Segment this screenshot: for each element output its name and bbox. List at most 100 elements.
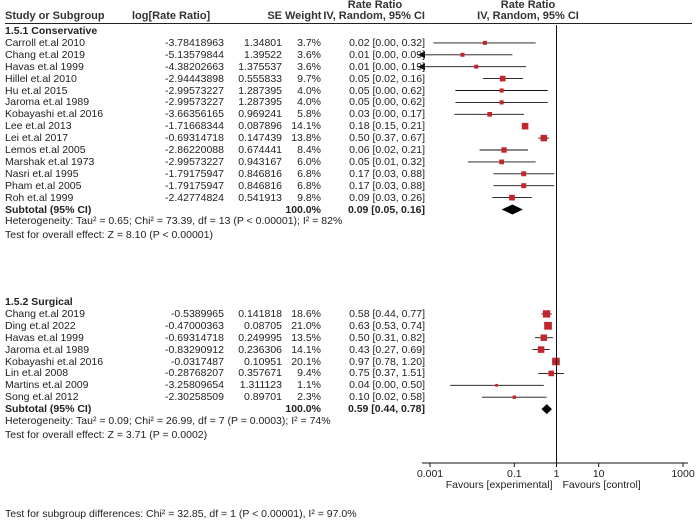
study-se: 0.555833 — [238, 72, 282, 85]
study-ci-text: 0.03 [0.00, 0.17] — [349, 108, 425, 121]
study-name: Hu et.al 2015 — [5, 84, 68, 97]
favours-right-label: Favours [control] — [563, 479, 641, 491]
col-logrr: log[Rate Ratio] — [132, 10, 211, 22]
plot-method: IV, Random, 95% CI — [477, 10, 579, 22]
study-se: 0.087896 — [238, 120, 282, 133]
study-weight: 6.8% — [297, 167, 321, 180]
study-se: 0.357671 — [238, 367, 282, 380]
col-se: SE — [267, 10, 282, 22]
study-se: 0.08705 — [244, 319, 282, 332]
study-se: 0.846816 — [238, 179, 282, 192]
study-name: Kobayashi et.al 2016 — [5, 355, 104, 368]
study-logrr: -1.71668344 — [165, 120, 224, 133]
group-title: 1.5.2 Surgical — [5, 296, 73, 308]
study-name: Lei et.al 2017 — [5, 132, 69, 145]
study-logrr: -3.25809654 — [165, 379, 224, 392]
study-0-9-point — [501, 147, 507, 153]
study-1-3-point — [537, 346, 545, 353]
study-0-13-point — [509, 194, 515, 201]
study-ci-text: 0.75 [0.37, 1.51] — [349, 367, 425, 380]
study-logrr: -0.28768207 — [165, 367, 224, 380]
subgroup-test-text: Test for subgroup differences: Chi² = 32… — [5, 508, 357, 520]
study-weight: 13.5% — [291, 331, 321, 344]
subtotal-weight: 100.0% — [285, 403, 321, 416]
col-rr-title: Rate Ratio — [347, 0, 403, 11]
study-logrr: -2.99573227 — [165, 96, 224, 109]
study-logrr: -2.42774824 — [165, 191, 224, 204]
study-weight: 5.8% — [297, 108, 321, 121]
study-name: Havas et.al 1999 — [5, 60, 84, 73]
study-1-1-point — [544, 321, 552, 330]
study-ci-text: 0.05 [0.02, 0.16] — [349, 72, 425, 85]
study-se: 0.674441 — [238, 144, 282, 156]
study-ci-text: 0.50 [0.37, 0.67] — [349, 132, 425, 145]
study-0-12-point — [521, 183, 527, 189]
study-logrr: -0.47000363 — [165, 319, 224, 332]
subtotal-ci-text: 0.09 [0.05, 0.16] — [347, 203, 425, 216]
study-ci-text: 0.02 [0.00, 0.32] — [349, 36, 425, 49]
x-tick-label: 10 — [593, 468, 605, 480]
study-weight: 1.1% — [297, 379, 321, 392]
study-ci-text: 0.58 [0.44, 0.77] — [349, 307, 425, 320]
study-logrr: -2.86220088 — [165, 144, 224, 156]
study-se: 0.541913 — [238, 191, 282, 204]
heterogeneity-text: Heterogeneity: Tau² = 0.09; Chi² = 26.99… — [5, 415, 331, 427]
study-ci-text: 0.06 [0.02, 0.21] — [349, 144, 425, 156]
study-se: 1.311123 — [239, 379, 282, 392]
study-se: 0.236306 — [238, 343, 282, 356]
study-se: 0.943167 — [238, 155, 282, 168]
header-rule — [5, 23, 692, 24]
study-weight: 3.6% — [297, 60, 321, 73]
study-weight: 3.6% — [297, 48, 321, 61]
study-0-8-point — [540, 134, 548, 142]
study-weight: 6.0% — [297, 155, 321, 168]
study-se: 0.141818 — [238, 307, 282, 320]
study-1-4-point — [552, 357, 560, 366]
study-0-6-point — [487, 111, 493, 117]
study-ci-text: 0.04 [0.00, 0.50] — [349, 379, 425, 392]
study-name: Lemos et.al 2005 — [5, 144, 86, 156]
overall-effect-text: Test for overall effect: Z = 8.10 (P < 0… — [5, 229, 213, 242]
study-name: Hillel et.al 2010 — [5, 72, 77, 85]
study-0-5-point — [499, 100, 504, 105]
study-logrr: -1.79175947 — [165, 167, 224, 180]
study-1-5-point — [548, 370, 555, 377]
study-weight: 9.7% — [297, 72, 321, 85]
study-ci-text: 0.97 [0.78, 1.20] — [349, 355, 425, 368]
study-0-1-point — [460, 52, 465, 57]
study-name: Nasri et.al 1995 — [5, 167, 79, 180]
study-logrr: -0.0317487 — [170, 355, 224, 368]
study-logrr: -1.79175947 — [165, 179, 224, 192]
study-ci-text: 0.17 [0.03, 0.88] — [349, 167, 425, 180]
study-0-2-point — [474, 64, 479, 69]
study-se: 1.39522 — [244, 48, 282, 61]
study-0-11-point — [521, 171, 527, 177]
study-weight: 13.8% — [291, 132, 321, 145]
study-weight: 18.6% — [291, 307, 321, 320]
study-ci-text: 0.01 [0.00, 0.19] — [349, 60, 425, 73]
x-tick-label: 1 — [554, 468, 560, 480]
study-0-3-point — [499, 75, 506, 82]
study-logrr: -3.66356165 — [165, 108, 224, 121]
study-weight: 6.8% — [297, 179, 321, 192]
subtotal-ci-text: 0.59 [0.44, 0.78] — [347, 403, 425, 416]
study-se: 0.10951 — [244, 355, 282, 368]
subtotal-diamond-0 — [501, 204, 523, 215]
study-weight: 14.1% — [291, 343, 321, 356]
study-weight: 3.7% — [297, 36, 321, 49]
study-weight: 9.4% — [297, 367, 321, 380]
study-ci-text: 0.17 [0.03, 0.88] — [349, 179, 425, 192]
heterogeneity-text: Heterogeneity: Tau² = 0.65; Chi² = 73.39… — [5, 215, 343, 228]
col-rr-method: IV, Random, 95% CI — [323, 10, 425, 22]
study-se: 1.287395 — [238, 84, 282, 97]
study-logrr: -0.69314718 — [165, 132, 224, 145]
study-se: 1.287395 — [238, 96, 282, 109]
plot-title: Rate Ratio — [500, 0, 556, 11]
subtotal-weight: 100.0% — [285, 203, 321, 216]
x-tick-label: 0.001 — [417, 468, 443, 480]
study-weight: 8.4% — [297, 144, 321, 156]
study-ci-text: 0.50 [0.31, 0.82] — [349, 331, 425, 344]
favours-left-label: Favours [experimental] — [446, 479, 553, 491]
study-logrr: -5.13579844 — [165, 48, 224, 61]
study-logrr: -0.5389965 — [170, 307, 224, 320]
